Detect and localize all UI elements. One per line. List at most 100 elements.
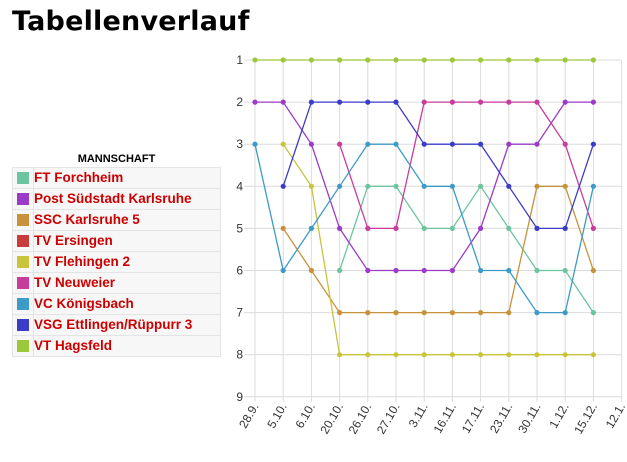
y-tick-label: 7 bbox=[236, 306, 243, 320]
data-point bbox=[478, 57, 484, 63]
data-point bbox=[308, 267, 314, 274]
data-point bbox=[506, 267, 512, 274]
x-tick-label: 17.11. bbox=[459, 400, 487, 435]
data-point bbox=[534, 57, 540, 63]
legend-row: TV Ersingen bbox=[12, 230, 221, 252]
data-point bbox=[421, 99, 427, 105]
x-tick-label: 30.11. bbox=[515, 401, 543, 436]
data-point bbox=[365, 141, 371, 147]
data-point bbox=[421, 310, 427, 316]
data-point bbox=[393, 225, 399, 231]
series-line bbox=[282, 185, 595, 314]
data-point bbox=[478, 267, 484, 274]
data-point bbox=[506, 183, 512, 189]
legend-swatch bbox=[17, 171, 29, 184]
data-point bbox=[562, 267, 568, 274]
data-point bbox=[393, 183, 399, 189]
data-point bbox=[590, 310, 597, 316]
x-tick-label: 12.1. bbox=[603, 401, 627, 431]
data-point bbox=[280, 141, 286, 147]
x-tick-label: 3.11. bbox=[406, 401, 431, 430]
data-point bbox=[590, 352, 597, 358]
y-tick-label: 3 bbox=[236, 137, 243, 151]
legend-row: VT Hagsfeld bbox=[12, 335, 221, 357]
y-tick-label: 5 bbox=[236, 221, 243, 235]
data-point bbox=[534, 225, 540, 231]
data-point bbox=[449, 310, 455, 316]
y-tick-label: 6 bbox=[236, 264, 243, 278]
data-point bbox=[421, 57, 427, 63]
data-point bbox=[280, 57, 286, 63]
data-point bbox=[478, 225, 484, 231]
legend-swatch-cell bbox=[12, 167, 34, 189]
data-point bbox=[478, 141, 484, 147]
x-tick-label: 6.10. bbox=[293, 401, 318, 431]
data-point bbox=[562, 352, 568, 358]
data-point bbox=[534, 267, 540, 274]
legend-swatch bbox=[17, 213, 29, 226]
data-point bbox=[308, 99, 314, 105]
data-point bbox=[421, 267, 427, 274]
data-point bbox=[337, 57, 343, 63]
legend-swatch-cell bbox=[12, 335, 34, 357]
legend-team-link[interactable]: VT Hagsfeld bbox=[33, 335, 221, 357]
data-point bbox=[478, 183, 484, 189]
data-point bbox=[590, 225, 597, 231]
data-point bbox=[365, 99, 371, 105]
data-point bbox=[449, 99, 455, 105]
data-point bbox=[365, 352, 371, 358]
legend-row: VSG Ettlingen/Rüppurr 3 bbox=[12, 314, 221, 336]
data-point bbox=[365, 57, 371, 63]
x-tick-label: 15.12. bbox=[571, 401, 600, 437]
data-point bbox=[280, 225, 286, 231]
data-point bbox=[280, 99, 286, 105]
series-line bbox=[282, 101, 595, 230]
data-point bbox=[337, 183, 343, 189]
legend-team-link[interactable]: TV Ersingen bbox=[33, 230, 221, 252]
data-point bbox=[506, 225, 512, 231]
data-point bbox=[337, 267, 343, 274]
data-point bbox=[590, 99, 597, 105]
data-point bbox=[506, 352, 512, 358]
data-point bbox=[365, 310, 371, 316]
data-point bbox=[308, 183, 314, 189]
data-point bbox=[478, 99, 484, 105]
legend-header: MANNSCHAFT bbox=[77, 153, 156, 165]
legend-swatch-cell bbox=[12, 209, 34, 231]
data-point bbox=[421, 352, 427, 358]
legend-swatch bbox=[17, 339, 29, 352]
page-title: Tabellenverlauf bbox=[12, 6, 250, 37]
data-point bbox=[534, 352, 540, 358]
legend-swatch bbox=[17, 255, 29, 268]
data-point bbox=[393, 99, 399, 105]
y-tick-label: 1 bbox=[236, 53, 243, 67]
data-point bbox=[562, 183, 568, 189]
data-point bbox=[590, 267, 597, 274]
data-point bbox=[252, 141, 258, 147]
data-point bbox=[393, 57, 399, 63]
legend-team-link[interactable]: VSG Ettlingen/Rüppurr 3 bbox=[33, 314, 221, 336]
data-point bbox=[449, 183, 455, 189]
data-point bbox=[393, 352, 399, 358]
data-point bbox=[562, 141, 568, 147]
data-point bbox=[449, 267, 455, 274]
data-point bbox=[562, 310, 568, 316]
data-point bbox=[506, 141, 512, 147]
legend-swatch bbox=[17, 297, 29, 310]
data-point bbox=[421, 183, 427, 189]
legend-team-link[interactable]: VC Königsbach bbox=[33, 293, 221, 315]
data-point bbox=[308, 57, 314, 63]
series-line bbox=[282, 143, 594, 356]
legend-swatch bbox=[17, 234, 29, 247]
data-point bbox=[590, 141, 597, 147]
legend-table: FT Forchheim Post Südstadt Karlsruhe SSC K… bbox=[12, 167, 221, 357]
data-point bbox=[337, 99, 343, 105]
y-tick-label: 8 bbox=[236, 348, 243, 362]
x-tick-label: 23.11. bbox=[487, 401, 515, 436]
data-point bbox=[252, 57, 258, 63]
legend-row: VC Königsbach bbox=[12, 293, 221, 315]
data-point bbox=[562, 99, 568, 105]
x-tick-label: 28.9. bbox=[236, 401, 261, 431]
data-point bbox=[308, 225, 314, 231]
data-point bbox=[337, 352, 343, 358]
